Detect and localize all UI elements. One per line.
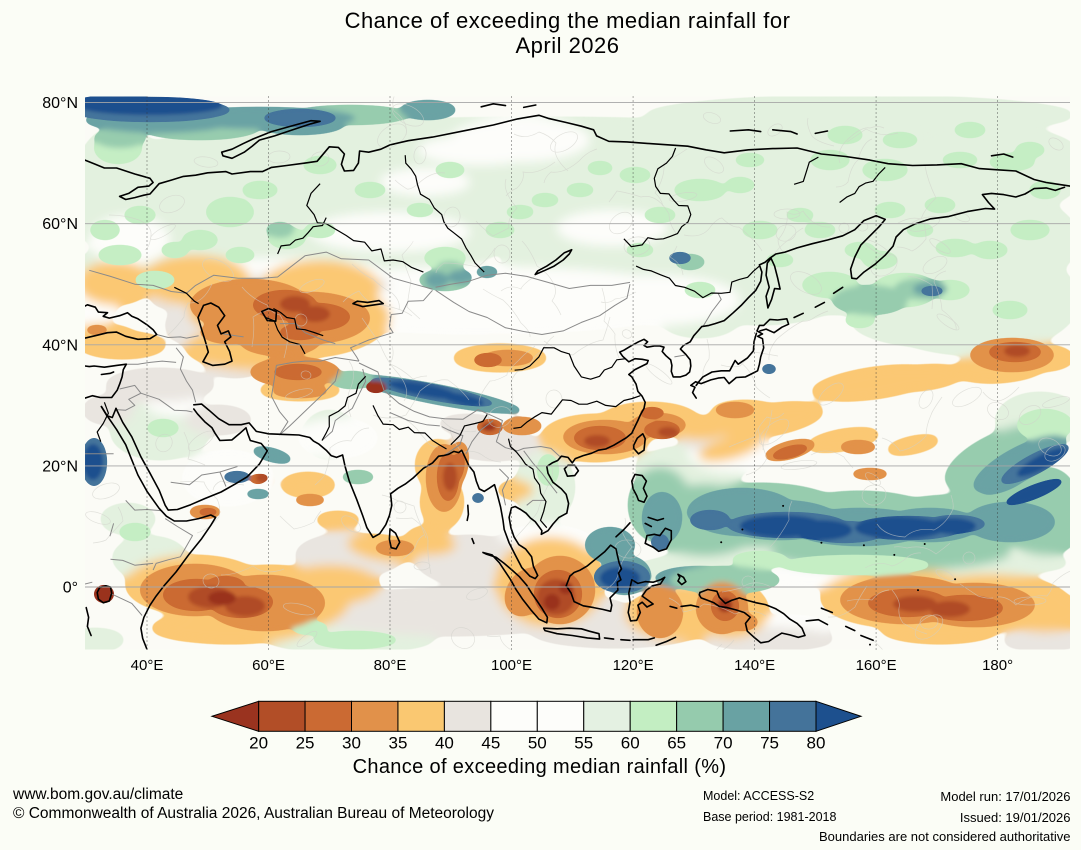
svg-text:60°N: 60°N xyxy=(42,216,78,233)
svg-text:0°: 0° xyxy=(63,580,78,597)
svg-text:60°E: 60°E xyxy=(252,657,285,674)
svg-text:30: 30 xyxy=(342,734,361,753)
svg-text:20°N: 20°N xyxy=(42,458,78,475)
svg-text:75: 75 xyxy=(760,734,779,753)
svg-text:60: 60 xyxy=(621,734,640,753)
svg-text:65: 65 xyxy=(667,734,686,753)
svg-text:35: 35 xyxy=(388,734,407,753)
svg-text:40°E: 40°E xyxy=(131,657,164,674)
svg-text:40: 40 xyxy=(435,734,454,753)
svg-text:40°N: 40°N xyxy=(42,337,78,354)
svg-text:70: 70 xyxy=(714,734,733,753)
svg-text:20: 20 xyxy=(249,734,268,753)
svg-text:100°E: 100°E xyxy=(491,657,532,674)
svg-text:120°E: 120°E xyxy=(613,657,654,674)
svg-text:80: 80 xyxy=(807,734,826,753)
svg-text:55: 55 xyxy=(574,734,593,753)
svg-text:180°: 180° xyxy=(982,657,1013,674)
svg-text:80°E: 80°E xyxy=(374,657,407,674)
svg-text:140°E: 140°E xyxy=(734,657,775,674)
svg-text:Chance of exceeding median rai: Chance of exceeding median rainfall (%) xyxy=(353,756,727,778)
svg-text:45: 45 xyxy=(481,734,500,753)
svg-text:25: 25 xyxy=(296,734,315,753)
svg-text:80°N: 80°N xyxy=(42,95,78,112)
svg-text:50: 50 xyxy=(528,734,547,753)
svg-text:160°E: 160°E xyxy=(856,657,897,674)
